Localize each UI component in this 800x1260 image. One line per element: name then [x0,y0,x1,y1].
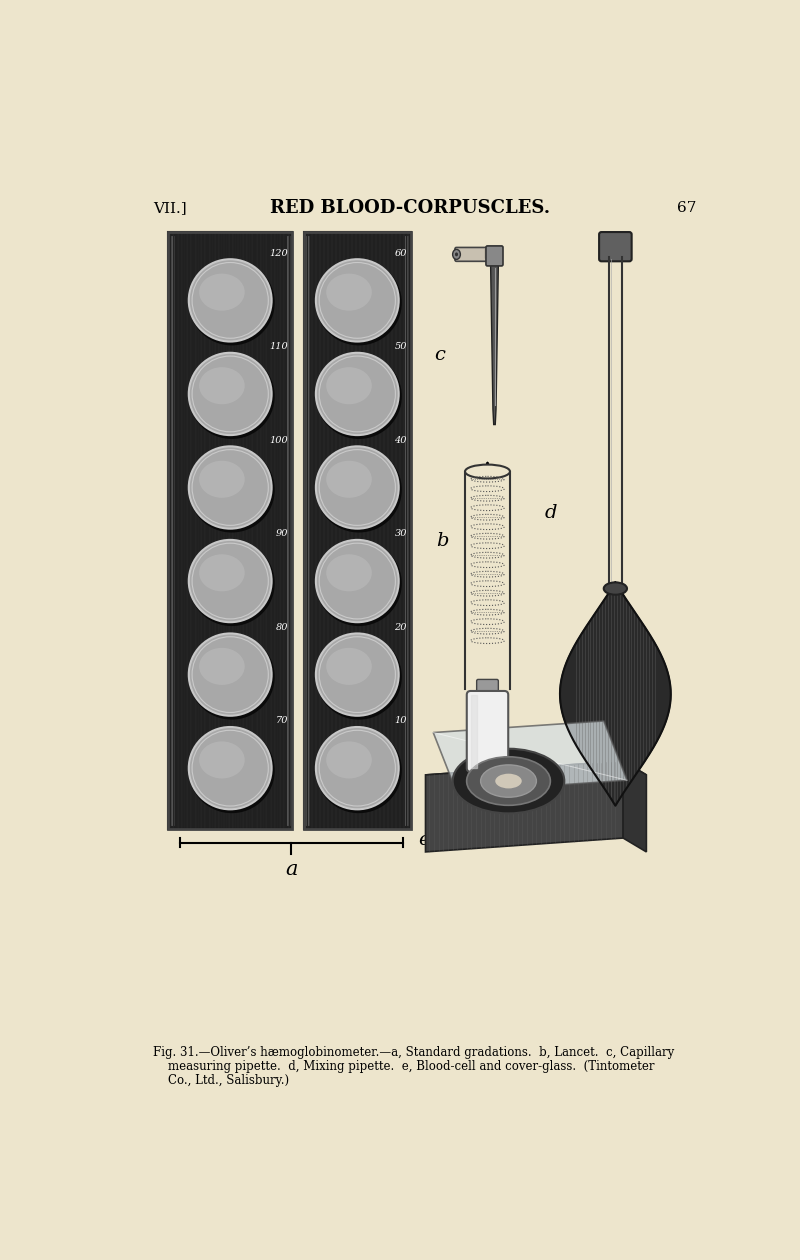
Ellipse shape [189,354,274,438]
Ellipse shape [189,727,272,809]
Ellipse shape [326,741,372,779]
Text: Co., Ltd., Salisbury.): Co., Ltd., Salisbury.) [153,1074,289,1086]
Ellipse shape [326,461,372,498]
Text: 110: 110 [270,343,288,352]
Ellipse shape [189,539,272,622]
FancyBboxPatch shape [466,690,508,772]
Ellipse shape [199,367,245,404]
Ellipse shape [199,461,245,498]
Text: Fig. 31.—Oliver’s hæmoglobinometer.—a, Standard gradations.  b, Lancet.  c, Capi: Fig. 31.—Oliver’s hæmoglobinometer.—a, S… [153,1046,674,1058]
Bar [168,232,292,829]
Text: c: c [434,346,445,364]
Polygon shape [470,694,477,769]
Ellipse shape [189,541,274,626]
Bar [168,232,292,829]
Polygon shape [434,721,627,791]
Ellipse shape [316,353,398,435]
Ellipse shape [604,582,627,595]
Ellipse shape [316,728,402,813]
Polygon shape [426,761,623,852]
Ellipse shape [481,765,537,798]
Polygon shape [560,582,670,805]
FancyBboxPatch shape [599,232,632,261]
Ellipse shape [199,273,245,311]
Ellipse shape [316,447,402,533]
Ellipse shape [316,539,398,622]
Text: d: d [545,504,558,522]
Text: 120: 120 [270,248,288,258]
FancyBboxPatch shape [455,247,490,261]
Ellipse shape [189,447,274,533]
Ellipse shape [189,446,272,529]
Text: measuring pipette.  d, Mixing pipette.  e, Blood-cell and cover-glass.  (Tintome: measuring pipette. d, Mixing pipette. e,… [153,1060,654,1072]
Text: 90: 90 [276,529,288,538]
Ellipse shape [316,541,402,626]
Ellipse shape [316,260,402,345]
Text: a: a [285,859,298,878]
Ellipse shape [199,648,245,685]
Ellipse shape [326,273,372,311]
Ellipse shape [189,634,274,719]
Ellipse shape [189,260,274,345]
Text: 40: 40 [394,436,407,445]
Ellipse shape [316,727,398,809]
Polygon shape [426,761,646,789]
Text: 30: 30 [394,529,407,538]
Ellipse shape [455,252,458,256]
Polygon shape [490,265,498,425]
Ellipse shape [316,634,402,719]
Ellipse shape [316,354,402,438]
Text: 50: 50 [394,343,407,352]
Ellipse shape [453,249,460,260]
Ellipse shape [189,260,272,341]
Ellipse shape [189,728,274,813]
Text: b: b [436,532,449,549]
Ellipse shape [326,554,372,591]
Text: 70: 70 [276,717,288,726]
Text: 100: 100 [270,436,288,445]
Ellipse shape [465,465,510,479]
Ellipse shape [466,757,550,805]
FancyBboxPatch shape [486,246,503,266]
Ellipse shape [199,741,245,779]
Ellipse shape [326,648,372,685]
Text: 20: 20 [394,622,407,633]
Text: RED BLOOD-CORPUSCLES.: RED BLOOD-CORPUSCLES. [270,199,550,217]
Ellipse shape [326,367,372,404]
Ellipse shape [189,634,272,716]
Text: 67: 67 [678,202,697,215]
Polygon shape [485,249,493,258]
Bar [304,232,410,829]
Ellipse shape [316,260,398,341]
Ellipse shape [189,353,272,435]
FancyBboxPatch shape [477,679,498,697]
Ellipse shape [316,446,398,529]
Polygon shape [623,761,646,852]
Bar [304,232,410,829]
Text: VII.]: VII.] [153,202,186,215]
Ellipse shape [316,634,398,716]
Ellipse shape [494,772,522,789]
Text: 80: 80 [276,622,288,633]
Ellipse shape [199,554,245,591]
Text: 60: 60 [394,248,407,258]
Text: e: e [418,832,430,849]
Ellipse shape [453,748,564,814]
Text: 10: 10 [394,717,407,726]
